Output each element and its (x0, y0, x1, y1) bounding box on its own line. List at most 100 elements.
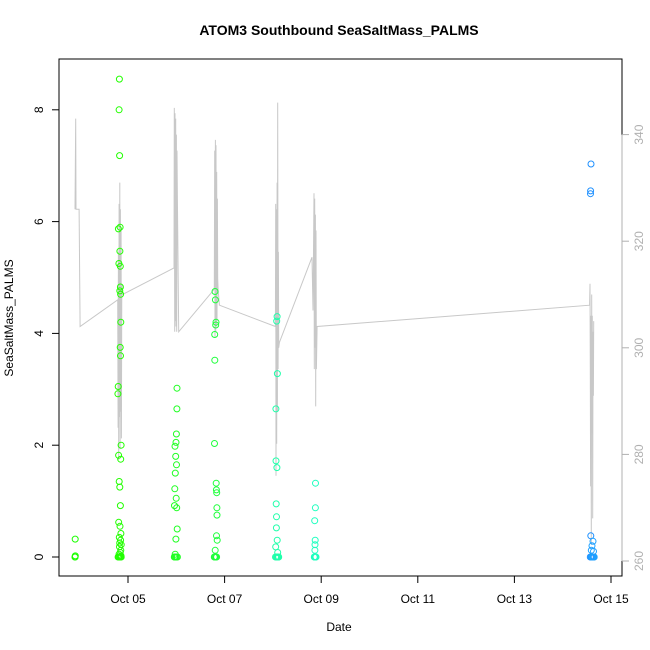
points-layer (71, 75, 598, 561)
data-point (115, 518, 123, 526)
data-point (272, 405, 280, 413)
data-point (115, 106, 123, 114)
data-point (171, 469, 179, 477)
data-point (173, 384, 181, 392)
data-point (117, 441, 125, 449)
plot-frame (58, 58, 623, 577)
data-point (587, 187, 595, 195)
y-axis-label: SeaSaltMass_PALMS (2, 259, 16, 376)
data-point (275, 553, 283, 561)
y2-tick-label: 320 (632, 231, 646, 251)
data-point (213, 536, 221, 544)
data-point (273, 317, 281, 325)
data-point (116, 539, 124, 547)
data-point (273, 464, 281, 472)
data-point (587, 190, 594, 198)
data-point (589, 537, 597, 545)
data-point (273, 370, 281, 378)
data-point (172, 430, 180, 438)
data-point (311, 517, 319, 525)
data-point (116, 223, 124, 231)
y2-axis: 260 280 300 320 340 (621, 124, 646, 571)
data-point (173, 525, 181, 533)
y-tick-label: 0 (32, 553, 46, 560)
data-point (311, 541, 319, 549)
data-point (115, 75, 123, 83)
data-point (212, 479, 220, 487)
data-point (114, 383, 122, 390)
data-point (170, 553, 178, 561)
data-point (171, 502, 178, 510)
data-point (212, 486, 220, 494)
x-axis: Oct 05 Oct 07 Oct 09 Oct 11 Oct 13 Oct 15 (110, 575, 629, 606)
data-point (211, 356, 219, 364)
data-point (211, 553, 219, 561)
data-point (213, 532, 220, 540)
data-point (587, 160, 595, 168)
series-line-right (74, 102, 595, 546)
data-point (171, 485, 179, 493)
data-point (311, 504, 319, 512)
data-point (272, 543, 280, 551)
data-point (173, 405, 181, 413)
data-point (590, 547, 597, 555)
x-axis-label: Date (326, 620, 352, 634)
data-point (213, 504, 221, 512)
data-point (272, 524, 280, 532)
data-point (173, 553, 181, 561)
y2-tick-label: 280 (632, 444, 646, 464)
y2-tick-label: 300 (632, 337, 646, 357)
data-point (213, 489, 221, 497)
y2-tick-label: 340 (632, 124, 646, 144)
data-point (172, 535, 180, 543)
data-point (272, 500, 280, 508)
x-tick-label: Oct 09 (304, 592, 340, 606)
data-point (273, 313, 281, 321)
x-tick-label: Oct 15 (593, 592, 629, 606)
data-point (272, 457, 280, 465)
y-tick-label: 6 (32, 218, 46, 225)
data-point (211, 331, 219, 338)
x-tick-label: Oct 11 (401, 592, 436, 606)
data-point (114, 225, 122, 233)
data-point (173, 504, 181, 512)
y-tick-label: 2 (32, 442, 46, 449)
data-point (117, 318, 125, 326)
data-point (116, 502, 124, 510)
data-point (211, 296, 219, 304)
data-point (273, 513, 280, 521)
data-point (212, 318, 220, 326)
data-point (211, 288, 219, 295)
data-point (117, 290, 125, 298)
data-point (213, 553, 221, 561)
data-point (116, 343, 124, 351)
y-tick-label: 8 (32, 106, 46, 113)
data-point (116, 483, 124, 491)
data-point (311, 536, 319, 544)
data-point (211, 546, 219, 554)
data-point (71, 535, 79, 543)
altitude-line-layer (74, 102, 595, 546)
data-point (172, 494, 180, 502)
data-point (312, 479, 319, 487)
data-point (173, 461, 180, 469)
data-point (117, 530, 125, 537)
data-point (117, 352, 124, 360)
data-point (114, 390, 122, 398)
data-point (116, 522, 124, 530)
data-point (311, 546, 319, 554)
y-axis: 0 2 4 6 8 (32, 106, 60, 560)
data-point (311, 553, 318, 561)
data-point (171, 442, 179, 450)
data-point (172, 438, 180, 446)
data-point (211, 440, 218, 447)
data-point (115, 451, 123, 459)
data-point (116, 553, 124, 561)
data-point (116, 549, 124, 556)
data-point (273, 536, 281, 544)
data-point (116, 283, 124, 291)
data-point (116, 152, 124, 160)
data-point (590, 553, 598, 561)
